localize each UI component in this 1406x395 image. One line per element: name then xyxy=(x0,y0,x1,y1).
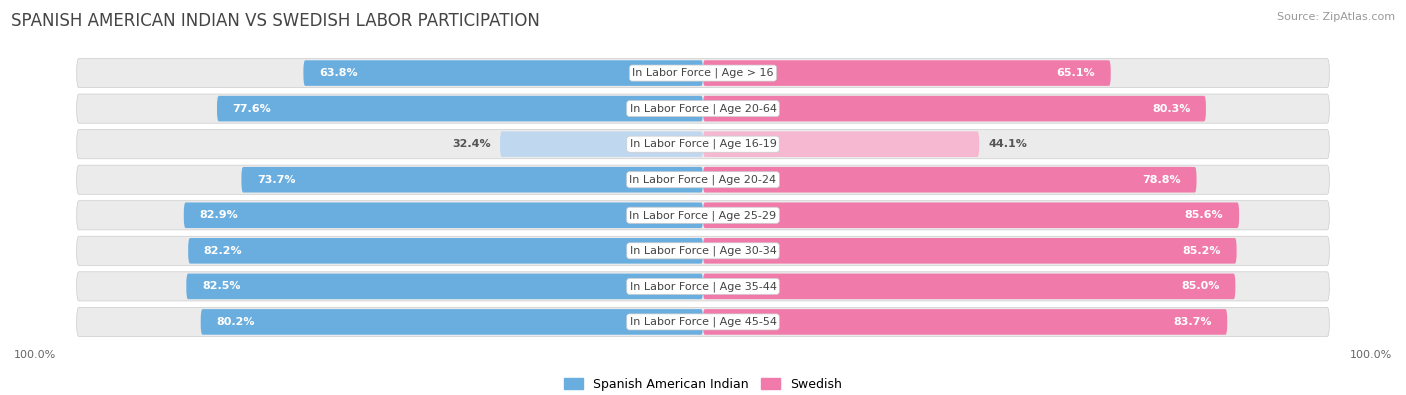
Text: 44.1%: 44.1% xyxy=(988,139,1028,149)
FancyBboxPatch shape xyxy=(201,309,703,335)
Text: 80.3%: 80.3% xyxy=(1152,103,1191,114)
FancyBboxPatch shape xyxy=(77,58,1329,88)
FancyBboxPatch shape xyxy=(304,60,703,86)
Legend: Spanish American Indian, Swedish: Spanish American Indian, Swedish xyxy=(560,373,846,395)
Text: 63.8%: 63.8% xyxy=(319,68,357,78)
Text: 80.2%: 80.2% xyxy=(217,317,254,327)
FancyBboxPatch shape xyxy=(703,274,1236,299)
FancyBboxPatch shape xyxy=(703,167,1197,192)
Text: In Labor Force | Age 30-34: In Labor Force | Age 30-34 xyxy=(630,246,776,256)
FancyBboxPatch shape xyxy=(77,165,1329,194)
FancyBboxPatch shape xyxy=(217,96,703,121)
Text: SPANISH AMERICAN INDIAN VS SWEDISH LABOR PARTICIPATION: SPANISH AMERICAN INDIAN VS SWEDISH LABOR… xyxy=(11,12,540,30)
Text: 78.8%: 78.8% xyxy=(1142,175,1181,185)
Text: 85.2%: 85.2% xyxy=(1182,246,1220,256)
FancyBboxPatch shape xyxy=(703,238,1237,263)
FancyBboxPatch shape xyxy=(188,238,703,263)
FancyBboxPatch shape xyxy=(501,132,703,157)
Text: 85.0%: 85.0% xyxy=(1181,281,1219,292)
Text: In Labor Force | Age 16-19: In Labor Force | Age 16-19 xyxy=(630,139,776,149)
Text: 82.2%: 82.2% xyxy=(204,246,242,256)
Text: 100.0%: 100.0% xyxy=(1350,350,1392,360)
Text: Source: ZipAtlas.com: Source: ZipAtlas.com xyxy=(1277,12,1395,22)
Text: In Labor Force | Age 25-29: In Labor Force | Age 25-29 xyxy=(630,210,776,220)
FancyBboxPatch shape xyxy=(77,272,1329,301)
Text: 73.7%: 73.7% xyxy=(257,175,295,185)
Text: In Labor Force | Age > 16: In Labor Force | Age > 16 xyxy=(633,68,773,78)
FancyBboxPatch shape xyxy=(77,307,1329,337)
FancyBboxPatch shape xyxy=(703,96,1206,121)
FancyBboxPatch shape xyxy=(703,132,979,157)
Text: 82.5%: 82.5% xyxy=(202,281,240,292)
Text: In Labor Force | Age 20-64: In Labor Force | Age 20-64 xyxy=(630,103,776,114)
FancyBboxPatch shape xyxy=(184,203,703,228)
FancyBboxPatch shape xyxy=(703,60,1111,86)
FancyBboxPatch shape xyxy=(242,167,703,192)
Text: 82.9%: 82.9% xyxy=(200,210,238,220)
Text: 85.6%: 85.6% xyxy=(1185,210,1223,220)
FancyBboxPatch shape xyxy=(186,274,703,299)
Text: 65.1%: 65.1% xyxy=(1056,68,1095,78)
Text: 100.0%: 100.0% xyxy=(14,350,56,360)
Text: 32.4%: 32.4% xyxy=(453,139,491,149)
Text: In Labor Force | Age 20-24: In Labor Force | Age 20-24 xyxy=(630,175,776,185)
Text: 77.6%: 77.6% xyxy=(232,103,271,114)
Text: 83.7%: 83.7% xyxy=(1173,317,1212,327)
Text: In Labor Force | Age 35-44: In Labor Force | Age 35-44 xyxy=(630,281,776,292)
FancyBboxPatch shape xyxy=(703,203,1239,228)
FancyBboxPatch shape xyxy=(77,94,1329,123)
FancyBboxPatch shape xyxy=(77,130,1329,159)
FancyBboxPatch shape xyxy=(77,236,1329,265)
FancyBboxPatch shape xyxy=(703,309,1227,335)
FancyBboxPatch shape xyxy=(77,201,1329,230)
Text: In Labor Force | Age 45-54: In Labor Force | Age 45-54 xyxy=(630,317,776,327)
